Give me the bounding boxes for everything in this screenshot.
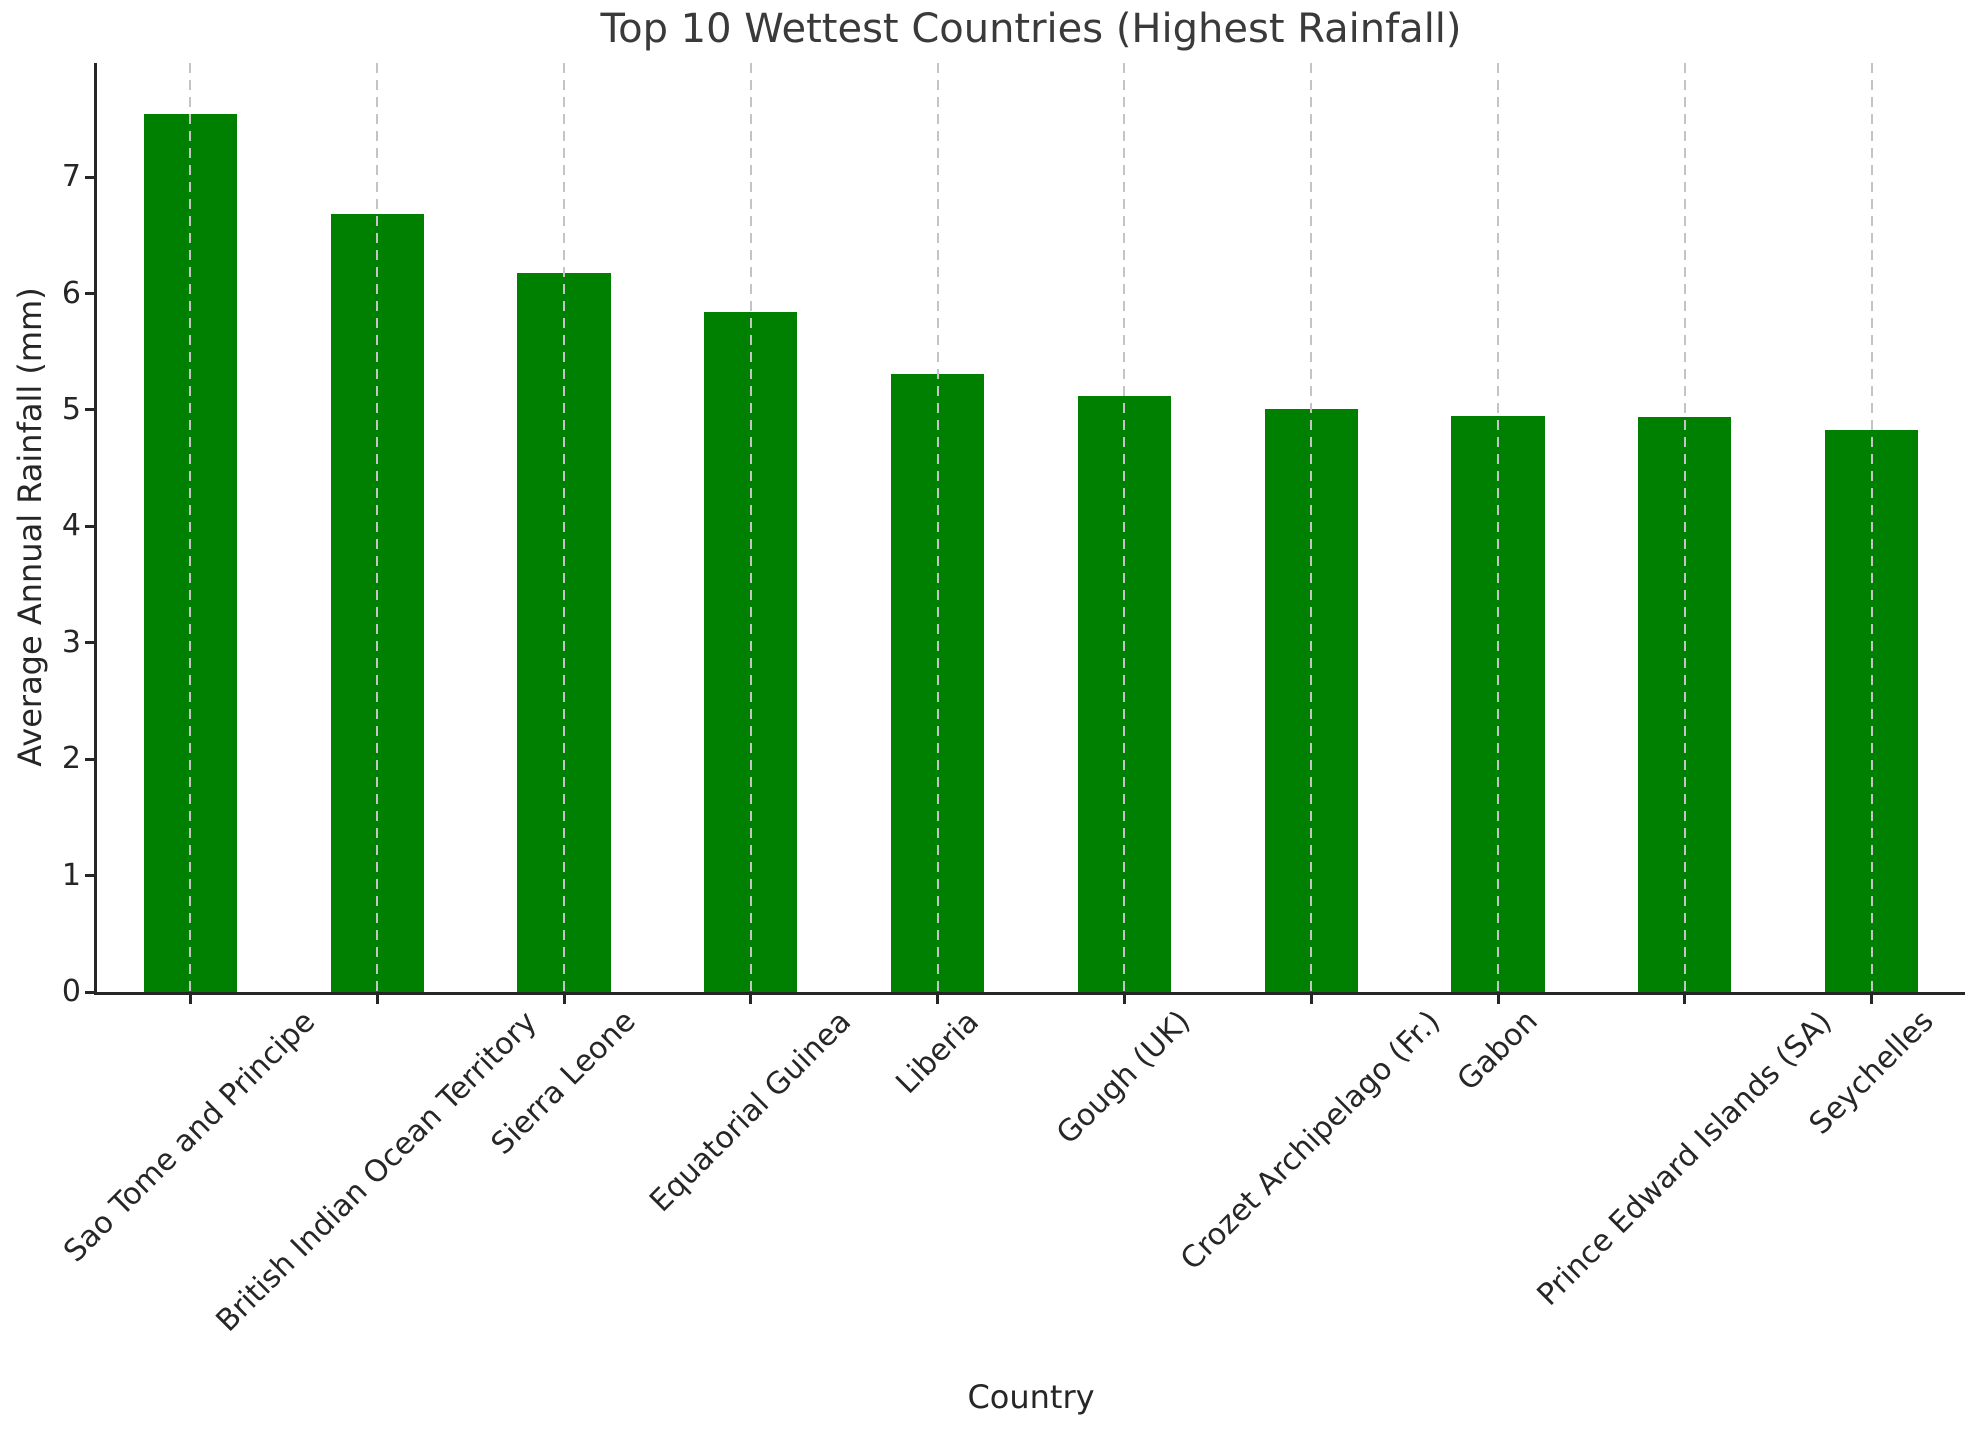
- gridline: [1497, 63, 1499, 992]
- y-tick-label: 5: [61, 391, 81, 427]
- plot-area: Sao Tome and Principe British Indian Ocea…: [58, 63, 1965, 1338]
- x-axis-spine: [94, 992, 1965, 995]
- y-tick-mark: [85, 874, 94, 878]
- x-tick-mark: [749, 995, 753, 1004]
- x-tick-mark: [1870, 995, 1874, 1004]
- y-tick-mark: [85, 175, 94, 179]
- gridline: [749, 63, 752, 992]
- y-tick-label: 4: [61, 508, 81, 544]
- gridline: [376, 63, 379, 992]
- gridline: [1310, 63, 1313, 992]
- gridline: [189, 63, 192, 992]
- y-tick-label: 0: [61, 974, 81, 1009]
- chart-title: Top 10 Wettest Countries (Highest Rainfa…: [600, 6, 1462, 52]
- y-tick-label: 6: [61, 275, 81, 311]
- x-tick-mark: [1683, 995, 1687, 1004]
- y-tick-label: 3: [61, 624, 81, 660]
- x-tick-label: Prince Edward Islands (SA): [1530, 1003, 1839, 1313]
- y-tick-mark: [85, 524, 94, 528]
- y-tick-mark: [85, 641, 94, 645]
- gridline: [1123, 63, 1126, 992]
- x-tick-mark: [1309, 995, 1313, 1004]
- y-axis-label: Average Annual Rainfall (mm): [11, 287, 49, 767]
- x-axis-label: Country: [967, 1378, 1095, 1416]
- x-tick-label: Equatorial Guinea: [643, 1004, 858, 1219]
- y-tick-mark: [85, 408, 94, 412]
- x-tick-mark: [1496, 995, 1500, 1004]
- x-tick-mark: [1122, 995, 1126, 1004]
- y-axis-spine: [94, 63, 97, 995]
- y-tick-mark: [85, 990, 94, 994]
- x-tick-label: Sao Tome and Principe: [57, 1004, 323, 1270]
- x-tick-label: Gabon: [1450, 1003, 1545, 1099]
- x-tick-mark: [188, 995, 192, 1004]
- x-tick-label: Crozet Archipelago (Fr.): [1174, 1003, 1448, 1278]
- y-tick-mark: [85, 292, 94, 295]
- gridline: [563, 63, 565, 992]
- y-tick-mark: [85, 757, 94, 761]
- gridline: [1683, 63, 1686, 992]
- y-tick-label: 7: [61, 159, 81, 195]
- gridline: [1870, 63, 1873, 992]
- y-tick-label: 2: [61, 741, 81, 777]
- x-tick-mark: [375, 995, 379, 1004]
- x-tick-label: Gough (UK): [1050, 1003, 1198, 1152]
- x-tick-mark: [562, 995, 566, 1004]
- x-tick-mark: [936, 995, 940, 1004]
- x-tick-label: Liberia: [888, 1004, 986, 1101]
- gridline: [936, 63, 939, 992]
- y-tick-label: 1: [61, 857, 81, 893]
